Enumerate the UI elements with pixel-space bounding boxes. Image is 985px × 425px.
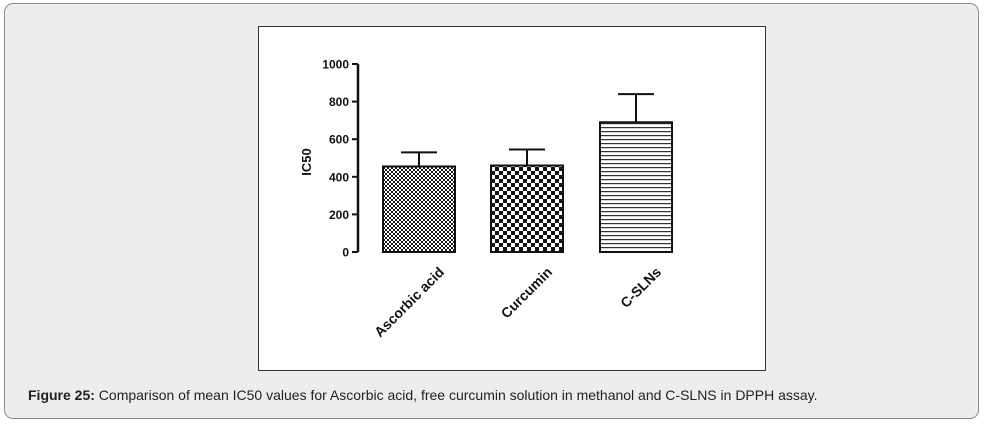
y-tick-label: 200 [329, 208, 349, 222]
y-axis-label: IC50 [299, 148, 314, 175]
x-tick-labels: Ascorbic acid Curcumin C-SLNs [371, 264, 664, 340]
x-tick-label: Ascorbic acid [371, 264, 447, 340]
y-axis: 0 200 400 600 800 1000 [322, 58, 360, 260]
figure-caption: Figure 25: Comparison of mean IC50 value… [28, 387, 818, 403]
y-tick-label: 1000 [322, 58, 349, 72]
bar [599, 121, 673, 253]
x-tick-label: C-SLNs [617, 264, 664, 311]
caption-text: Comparison of mean IC50 values for Ascor… [94, 387, 818, 403]
chart-figure: 0 200 400 600 800 1000 Ascorbic acid Curcumin C… [258, 26, 766, 371]
y-tick-label: 0 [342, 246, 349, 260]
bar [490, 164, 564, 254]
bars [382, 93, 673, 254]
y-tick-label: 400 [329, 170, 349, 184]
x-tick-label: Curcumin [498, 264, 556, 322]
y-tick-label: 600 [329, 133, 349, 147]
y-tick-label: 800 [329, 95, 349, 109]
caption-label: Figure 25: [28, 387, 95, 403]
figure-card: 0 200 400 600 800 1000 Ascorbic acid Curcumin C… [4, 3, 979, 419]
bar-chart: 0 200 400 600 800 1000 Ascorbic acid Curcumin C… [299, 58, 673, 340]
bar [382, 165, 456, 254]
